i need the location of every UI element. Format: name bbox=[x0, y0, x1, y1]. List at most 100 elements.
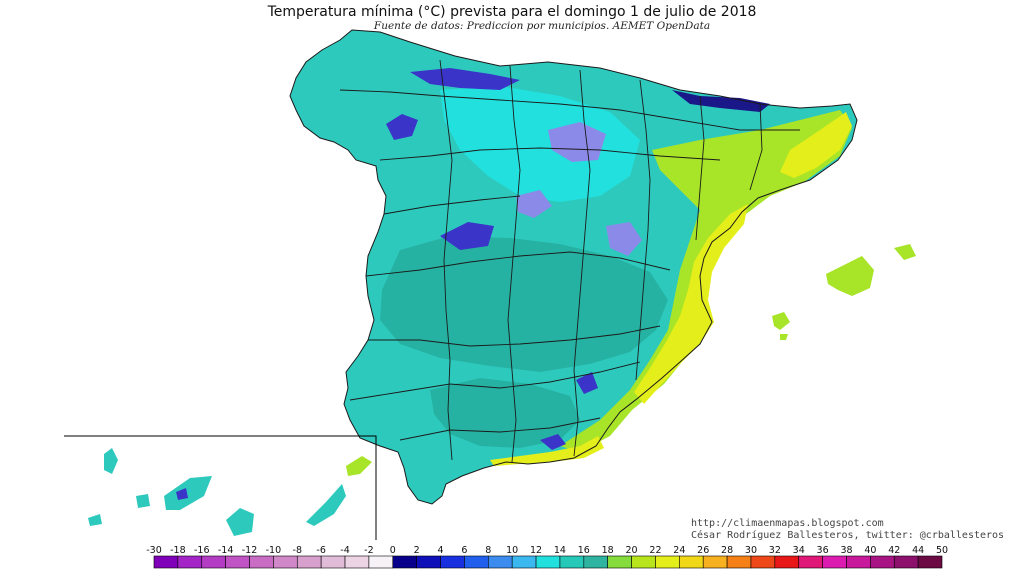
data-source-note: Fuente de datos: Prediccion por municipi… bbox=[373, 20, 711, 32]
author-credit: César Rodríguez Ballesteros, twitter: @c… bbox=[691, 530, 1005, 541]
pyrenees-cold-spot bbox=[672, 90, 770, 112]
la-palma-island bbox=[104, 448, 118, 474]
legend-tick-label: 22 bbox=[649, 545, 661, 556]
credit-block: http://climaenmapas.blogspot.com César R… bbox=[691, 518, 1004, 542]
legend-tick-label: 28 bbox=[721, 545, 733, 556]
legend-tick-label: 12 bbox=[530, 545, 542, 556]
legend-swatch bbox=[917, 555, 943, 569]
province-borders bbox=[339, 59, 800, 463]
legend-swatch bbox=[464, 555, 489, 569]
legend-tick-label: -2 bbox=[364, 545, 373, 556]
formentera-island bbox=[780, 334, 788, 340]
legend-swatch bbox=[702, 555, 728, 569]
legend-swatch bbox=[822, 555, 847, 569]
legend-swatch bbox=[798, 555, 823, 569]
legend-tick-label: -14 bbox=[218, 545, 234, 556]
menorca-island bbox=[894, 244, 916, 260]
legend-swatch bbox=[583, 555, 608, 569]
cazorla-cold-spot bbox=[576, 372, 598, 394]
legend-tick-label: 24 bbox=[673, 545, 685, 556]
legend-tick-label: 38 bbox=[840, 545, 852, 556]
map-title: Temperatura mínima (°C) prevista para el… bbox=[267, 4, 757, 20]
legend-tick-label: 2 bbox=[414, 545, 420, 556]
legend-tick-label: -16 bbox=[194, 545, 210, 556]
legend-tick-label: 50 bbox=[936, 545, 948, 556]
sierra-nevada-cold-spot bbox=[540, 434, 566, 450]
legend-swatch bbox=[655, 555, 680, 569]
mallorca-island bbox=[826, 256, 874, 296]
temperature-map bbox=[64, 29, 916, 540]
legend-swatch bbox=[368, 555, 394, 569]
valencia-coast-band bbox=[634, 204, 748, 404]
canary-inset-frame bbox=[64, 435, 377, 540]
gran-canaria-island bbox=[226, 508, 254, 536]
legend-swatch bbox=[559, 555, 585, 569]
legend-tick-label: -4 bbox=[340, 545, 349, 556]
legend-tick-label: 26 bbox=[697, 545, 709, 556]
legend-swatch bbox=[679, 555, 704, 569]
legend-swatch bbox=[870, 555, 895, 569]
legend-tick-label: -8 bbox=[293, 545, 302, 556]
guadarrama-cold-spot bbox=[516, 190, 552, 218]
lanzarote-island bbox=[346, 456, 372, 476]
legend-swatch bbox=[177, 555, 203, 569]
legend-swatch bbox=[535, 555, 561, 569]
legend-tick-label: 0 bbox=[390, 545, 396, 556]
legend-swatch bbox=[488, 555, 513, 569]
legend-swatch bbox=[440, 555, 465, 569]
legend-swatch bbox=[846, 555, 871, 569]
legend-swatch bbox=[750, 555, 776, 569]
legend-tick-label: 36 bbox=[817, 545, 829, 556]
legend-tick-label: 8 bbox=[485, 545, 491, 556]
legend-swatch bbox=[392, 555, 417, 569]
legend-tick-label: 30 bbox=[745, 545, 757, 556]
legend-tick-label: 10 bbox=[506, 545, 518, 556]
legend-swatch bbox=[774, 555, 800, 569]
legend-tick-label: 18 bbox=[602, 545, 614, 556]
iberia-coastline bbox=[289, 29, 858, 505]
legend-tick-label: 6 bbox=[461, 545, 467, 556]
legend-tick-label: -30 bbox=[146, 545, 162, 556]
legend-swatch bbox=[607, 555, 632, 569]
legend-tick-label: 44 bbox=[912, 545, 924, 556]
legend-swatch bbox=[296, 555, 322, 569]
el-hierro-island bbox=[88, 514, 102, 526]
leon-mountains-cold-spot bbox=[386, 114, 418, 140]
ibiza-island bbox=[772, 312, 790, 330]
legend-tick-label: 20 bbox=[626, 545, 638, 556]
blog-url: http://climaenmapas.blogspot.com bbox=[691, 518, 884, 529]
iberian-system-cold-spot bbox=[548, 122, 606, 162]
catalonia-coast-band bbox=[780, 112, 852, 178]
gredos-cold-spot bbox=[440, 222, 494, 250]
legend-tick-label: 40 bbox=[864, 545, 876, 556]
legend-swatch bbox=[273, 555, 298, 569]
teide-cold-spot bbox=[176, 488, 188, 500]
legend-swatch bbox=[249, 555, 274, 569]
legend-tick-label: 16 bbox=[578, 545, 590, 556]
legend-swatch bbox=[201, 555, 226, 569]
legend-swatch bbox=[344, 555, 370, 569]
legend-swatch bbox=[153, 555, 179, 569]
legend-swatch bbox=[726, 555, 752, 569]
legend-tick-label: 32 bbox=[769, 545, 781, 556]
legend-tick-label: -6 bbox=[316, 545, 325, 556]
meseta-region bbox=[380, 236, 668, 372]
legend-swatch bbox=[631, 555, 656, 569]
legend-tick-label: 42 bbox=[888, 545, 900, 556]
legend-swatch bbox=[511, 555, 537, 569]
legend-tick-label: 14 bbox=[554, 545, 566, 556]
tenerife-island bbox=[164, 476, 212, 510]
la-gomera-island bbox=[136, 494, 150, 508]
legend-swatch bbox=[320, 555, 346, 569]
legend-swatch bbox=[225, 555, 250, 569]
legend-tick-label: -18 bbox=[170, 545, 186, 556]
legend-tick-label: 4 bbox=[438, 545, 444, 556]
andalusia-coast-band bbox=[490, 436, 604, 466]
legend-swatch bbox=[416, 555, 441, 569]
cantabrian-cold-spot bbox=[410, 68, 520, 90]
fuerteventura-island bbox=[306, 484, 346, 526]
cuenca-cold-spot bbox=[606, 222, 642, 256]
legend-tick-label: -10 bbox=[266, 545, 282, 556]
legend-tick-label: -12 bbox=[242, 545, 258, 556]
